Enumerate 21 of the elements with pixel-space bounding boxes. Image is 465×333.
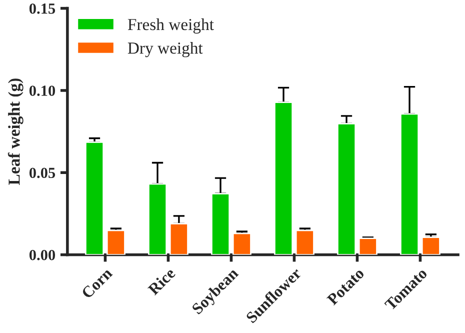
y-tick-label: 0.00 (29, 250, 56, 260)
y-tick-label: 0.15 (29, 3, 56, 14)
y-tick-label: 0.10 (29, 86, 56, 96)
bar (421, 236, 440, 255)
bar (295, 230, 314, 255)
bar (85, 142, 104, 255)
bar (232, 232, 252, 255)
bar (400, 113, 420, 255)
legend-label: Dry weight (128, 42, 203, 58)
y-tick-label: 0.05 (29, 168, 56, 178)
legend-label: Fresh weight (128, 18, 214, 34)
bar (106, 230, 126, 255)
bar (358, 238, 378, 255)
bar (274, 102, 294, 255)
x-tick-label: Rice (147, 266, 176, 296)
bar (148, 183, 168, 255)
x-tick-label: Corn (81, 267, 114, 300)
bar (169, 223, 188, 255)
bar (337, 122, 356, 255)
bar (211, 192, 230, 255)
y-axis-title: Leaf weight (g) (8, 78, 24, 185)
